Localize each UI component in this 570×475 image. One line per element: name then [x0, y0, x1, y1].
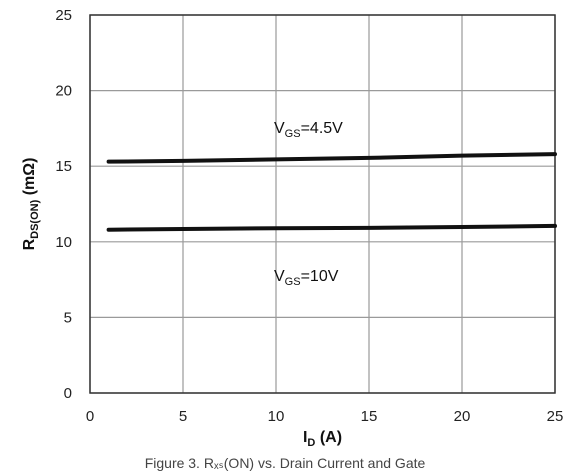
plot-frame: [89, 14, 556, 394]
y-tick-label: 20: [55, 83, 72, 100]
series-line-vgs-10v: [106, 223, 557, 232]
y-tick-label: 0: [64, 385, 72, 402]
x-tick-label: 10: [268, 408, 285, 425]
y-tick-label: 5: [64, 309, 72, 326]
series-line-vgs-4-5v: [106, 152, 557, 164]
figure-caption: Figure 3. Rₓₛ(ON) vs. Drain Current and …: [144, 455, 426, 471]
series-annotation: VGS=4.5V: [274, 120, 343, 140]
annotations: VGS=4.5V VGS=10V: [274, 120, 343, 288]
chart: 0 5 10 15 20 25 0 5 10 15 20 25 VGS=4.5V VGS=10V ID …: [21, 7, 563, 449]
series-layer: [106, 152, 557, 232]
grid: [89, 14, 556, 394]
x-axis-title: ID (A): [303, 429, 342, 449]
x-tick-label: 20: [454, 408, 471, 425]
y-tick-label: 25: [55, 7, 72, 24]
x-tick-label: 25: [547, 408, 564, 425]
y-tick-label: 15: [55, 158, 72, 175]
series-annotation: VGS=10V: [274, 268, 339, 288]
tick-labels: 0 5 10 15 20 25 0 5 10 15 20 25: [55, 7, 563, 425]
x-tick-label: 0: [86, 408, 94, 425]
y-axis-title: RDS(ON) (mΩ): [21, 158, 41, 251]
y-tick-label: 10: [55, 234, 72, 251]
x-tick-label: 15: [361, 408, 378, 425]
x-tick-label: 5: [179, 408, 187, 425]
